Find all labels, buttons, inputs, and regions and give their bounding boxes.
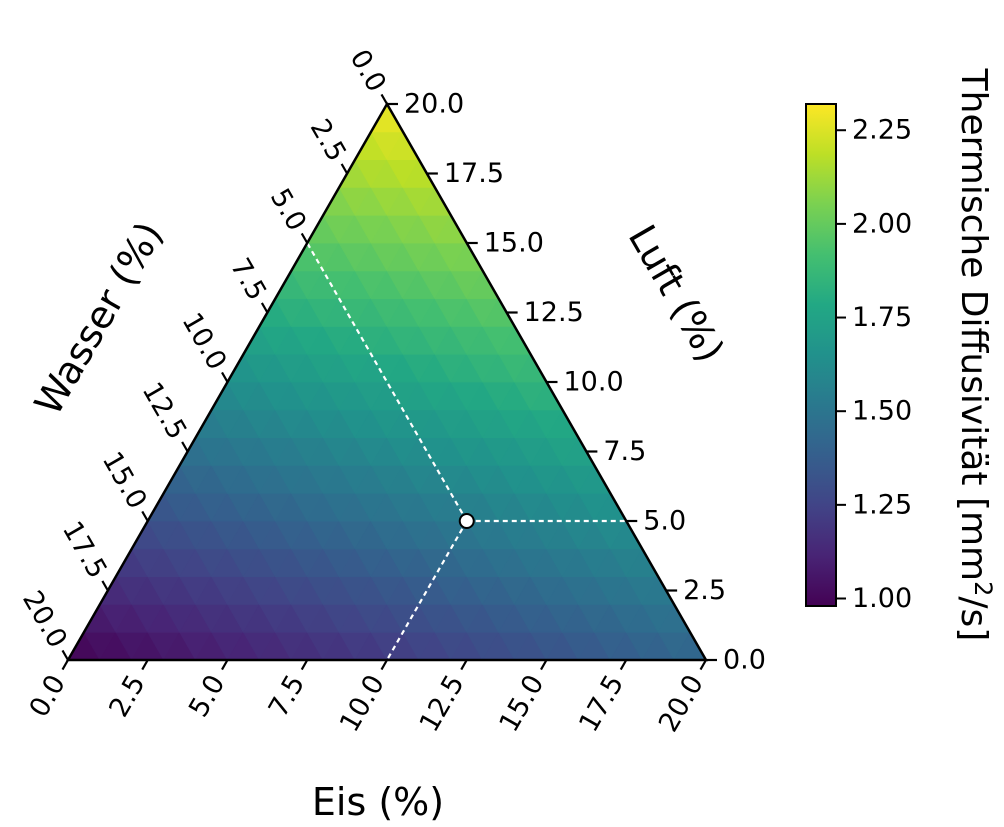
right-tick-label: 2.5 [683, 575, 726, 606]
left-tick [300, 232, 309, 244]
right-tick-label: 15.0 [484, 228, 544, 259]
bottom-tick [380, 659, 388, 671]
colorbar-tick-label: 1.50 [852, 396, 912, 427]
bottom-tick-label: 7.5 [263, 670, 311, 723]
left-tick-label: 2.5 [304, 114, 352, 167]
colorbar-title: Thermische Diffusivität [mm2/s] [953, 68, 997, 642]
bottom-tick-label: 10.0 [334, 670, 391, 738]
left-tick-label: 10.0 [176, 308, 233, 376]
colorbar-tick-label: 2.25 [852, 115, 912, 146]
colorbar-tick-label: 1.00 [852, 583, 912, 614]
left-tick [380, 93, 388, 105]
left-tick [61, 649, 69, 661]
bottom-tick-label: 0.0 [24, 670, 72, 723]
bottom-tick [300, 659, 309, 671]
left-tick [340, 163, 349, 175]
bottom-tick-label: 15.0 [494, 670, 551, 738]
left-tick-label: 12.5 [136, 377, 193, 445]
right-tick-label: 12.5 [524, 297, 584, 328]
left-tick [101, 580, 109, 592]
right-axis-title: Luft (%) [620, 218, 733, 370]
composition-marker [458, 513, 475, 529]
bottom-tick [61, 659, 69, 671]
colorbar-tick-label: 1.75 [852, 302, 912, 333]
left-tick [221, 371, 229, 383]
right-tick-label: 20.0 [404, 89, 464, 120]
left-tick-label: 17.5 [56, 516, 113, 584]
right-tick-label: 10.0 [564, 367, 624, 398]
bottom-tick [699, 659, 707, 671]
heatmap-cell [370, 104, 404, 133]
left-tick [141, 510, 149, 522]
left-tick-label: 0.0 [344, 45, 392, 98]
bottom-tick [221, 659, 229, 671]
colorbar-tick-label: 2.00 [852, 208, 912, 239]
left-tick-label: 5.0 [264, 184, 312, 237]
left-tick-label: 15.0 [96, 447, 153, 515]
heatmap-cells [68, 104, 706, 660]
bottom-tick-label: 5.0 [183, 670, 231, 723]
bottom-tick [141, 659, 149, 671]
left-tick-label: 20.0 [16, 586, 73, 654]
bottom-tick-label: 12.5 [414, 670, 471, 738]
left-tick-label: 7.5 [224, 253, 272, 306]
bottom-tick-label: 17.5 [573, 670, 630, 738]
colorbar-tick-label: 1.25 [852, 489, 912, 520]
colorbar-rect [805, 103, 837, 607]
right-tick-label: 7.5 [603, 436, 646, 467]
bottom-tick-label: 20.0 [653, 670, 710, 738]
bottom-tick [619, 659, 628, 671]
left-tick [260, 302, 269, 314]
right-tick-label: 17.5 [444, 158, 504, 189]
right-tick-label: 0.0 [723, 645, 766, 676]
bottom-tick [460, 659, 468, 671]
colorbar: 1.00 1.25 1.50 1.75 2.00 2.25 Thermische Diff… [805, 68, 997, 642]
bottom-axis-title: Eis (%) [312, 780, 444, 824]
left-tick [181, 441, 189, 453]
bottom-tick-label: 2.5 [103, 670, 151, 723]
right-tick-label: 5.0 [643, 506, 686, 537]
colorbar-ticks: 1.00 1.25 1.50 1.75 2.00 2.25 [836, 115, 912, 614]
bottom-tick [540, 659, 548, 671]
